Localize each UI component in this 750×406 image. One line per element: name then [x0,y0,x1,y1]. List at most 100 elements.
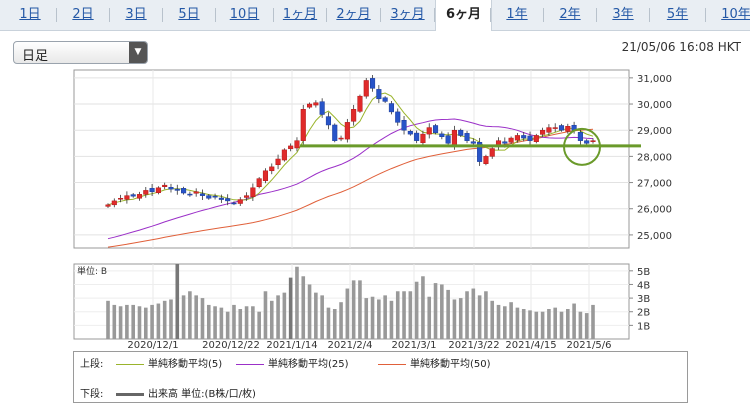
volume-bar [282,292,287,339]
candle-down [376,89,382,100]
volume-bar [112,304,117,339]
tab-9[interactable]: 1年 [506,7,528,22]
tab-4[interactable]: 10日 [229,7,260,22]
candle-up [288,145,294,150]
price-tick-label: 28,000 [637,152,672,163]
legend: 上段: 単純移動平均(5) 単純移動平均(25) 単純移動平均(50) 下段: … [73,351,688,403]
candle-down [414,132,420,141]
candle-down [149,188,155,192]
tab-0[interactable]: 1日 [19,7,41,22]
tab-5[interactable]: 1ヶ月 [282,7,318,22]
tab-1[interactable]: 2日 [72,7,94,22]
candle-up [256,178,262,187]
volume-bar [314,292,318,339]
volume-bar [572,303,576,339]
period-tabs: 1日 2日 3日 5日 10日 1ヶ月 2ヶ月 3ヶ月 6ヶ月 1年 2年 3年 5年 10年 [0,0,750,31]
volume-bar [332,309,337,339]
volume-bar [339,302,343,339]
volume-bar [503,306,507,339]
tab-separator [56,8,57,22]
volume-bar [263,291,268,339]
legend-ma5-label: 単純移動平均(5) [148,359,223,370]
volume-bar [389,300,394,339]
x-tick-label: 2021/2/4 [328,340,373,351]
candle-down [168,187,174,190]
candle-up [533,135,539,142]
legend-volume-label: 出来高 単位:(B株/口/枚) [148,389,256,400]
candle-up [162,184,168,187]
tab-separator [649,8,650,22]
volume-bar [370,296,375,339]
x-tick-label: 2021/3/22 [448,340,499,351]
candle-up [590,140,596,142]
candle-up [269,166,275,172]
highlight-circle [563,127,601,166]
candle-up [344,122,350,140]
chart-type-dropdown[interactable]: 日足 ▼ [13,41,148,64]
volume-tick-label: 4B [637,280,650,291]
candle-down [502,141,508,144]
candle-down [527,135,533,141]
volume-bar [465,291,469,339]
volume-bar [106,300,110,339]
volume-bar [118,306,123,339]
chevron-down-icon[interactable]: ▼ [129,42,147,63]
tab-11[interactable]: 3年 [612,7,634,22]
volume-bar [181,295,186,339]
tab-10[interactable]: 2年 [559,7,581,22]
candle-down [558,125,565,131]
candle-up [105,204,111,207]
tab-separator [490,8,491,22]
candle-up [294,140,300,149]
ma50-line [107,128,594,248]
candle-up [565,126,571,132]
tab-13[interactable]: 10年 [721,7,750,22]
candle-down [521,135,527,139]
volume-bar [276,295,280,339]
price-tick-label: 29,000 [637,126,672,137]
candle-up [351,109,357,122]
legend-ma5: 単純移動平均(5) [116,355,222,370]
candle-up [514,135,520,141]
legend-ma25: 単純移動平均(25) [236,355,349,370]
tab-12[interactable]: 5年 [666,7,689,22]
tab-2[interactable]: 3日 [125,7,147,22]
volume-bar [534,311,539,339]
price-tick-label: 26,000 [637,205,672,216]
candle-down [174,188,180,191]
volume-bar [213,306,217,339]
x-tick-label: 2021/3/1 [392,340,437,351]
tab-separator [215,8,216,22]
candle-down [206,195,212,199]
tab-6[interactable]: 2ヶ月 [336,7,371,22]
candle-up [307,103,313,108]
volume-tick-label: 3B [637,294,650,305]
tab-separator [380,8,381,22]
x-tick-label: 2021/4/15 [505,340,556,351]
ma25-line [107,118,594,240]
legend-lower-label: 下段: [80,389,104,400]
x-tick-label: 2020/12/22 [202,340,260,351]
candle-down [395,111,401,123]
volume-bar [137,306,142,339]
volume-bar [162,300,167,339]
candle-up [508,137,514,143]
volume-bar [402,291,406,339]
tab-7[interactable]: 3ヶ月 [390,7,425,22]
tab-3[interactable]: 5日 [178,7,200,22]
candle-up [262,170,269,181]
legend-upper-label: 上段: [80,359,104,370]
tab-8[interactable]: 6ヶ月 [435,0,492,31]
volume-bar [351,280,356,339]
volume-bar [584,313,589,339]
volume-bar [150,304,154,339]
candle-up [540,129,546,135]
candle-up [237,199,243,204]
tab-separator [162,8,163,22]
volume-bar [471,288,476,339]
dropdown-value: 日足 [22,49,49,64]
legend-ma50: 単純移動平均(50) [378,355,491,370]
candle-up [111,200,117,206]
volume-bar [169,299,173,339]
volume-bar [345,288,350,339]
